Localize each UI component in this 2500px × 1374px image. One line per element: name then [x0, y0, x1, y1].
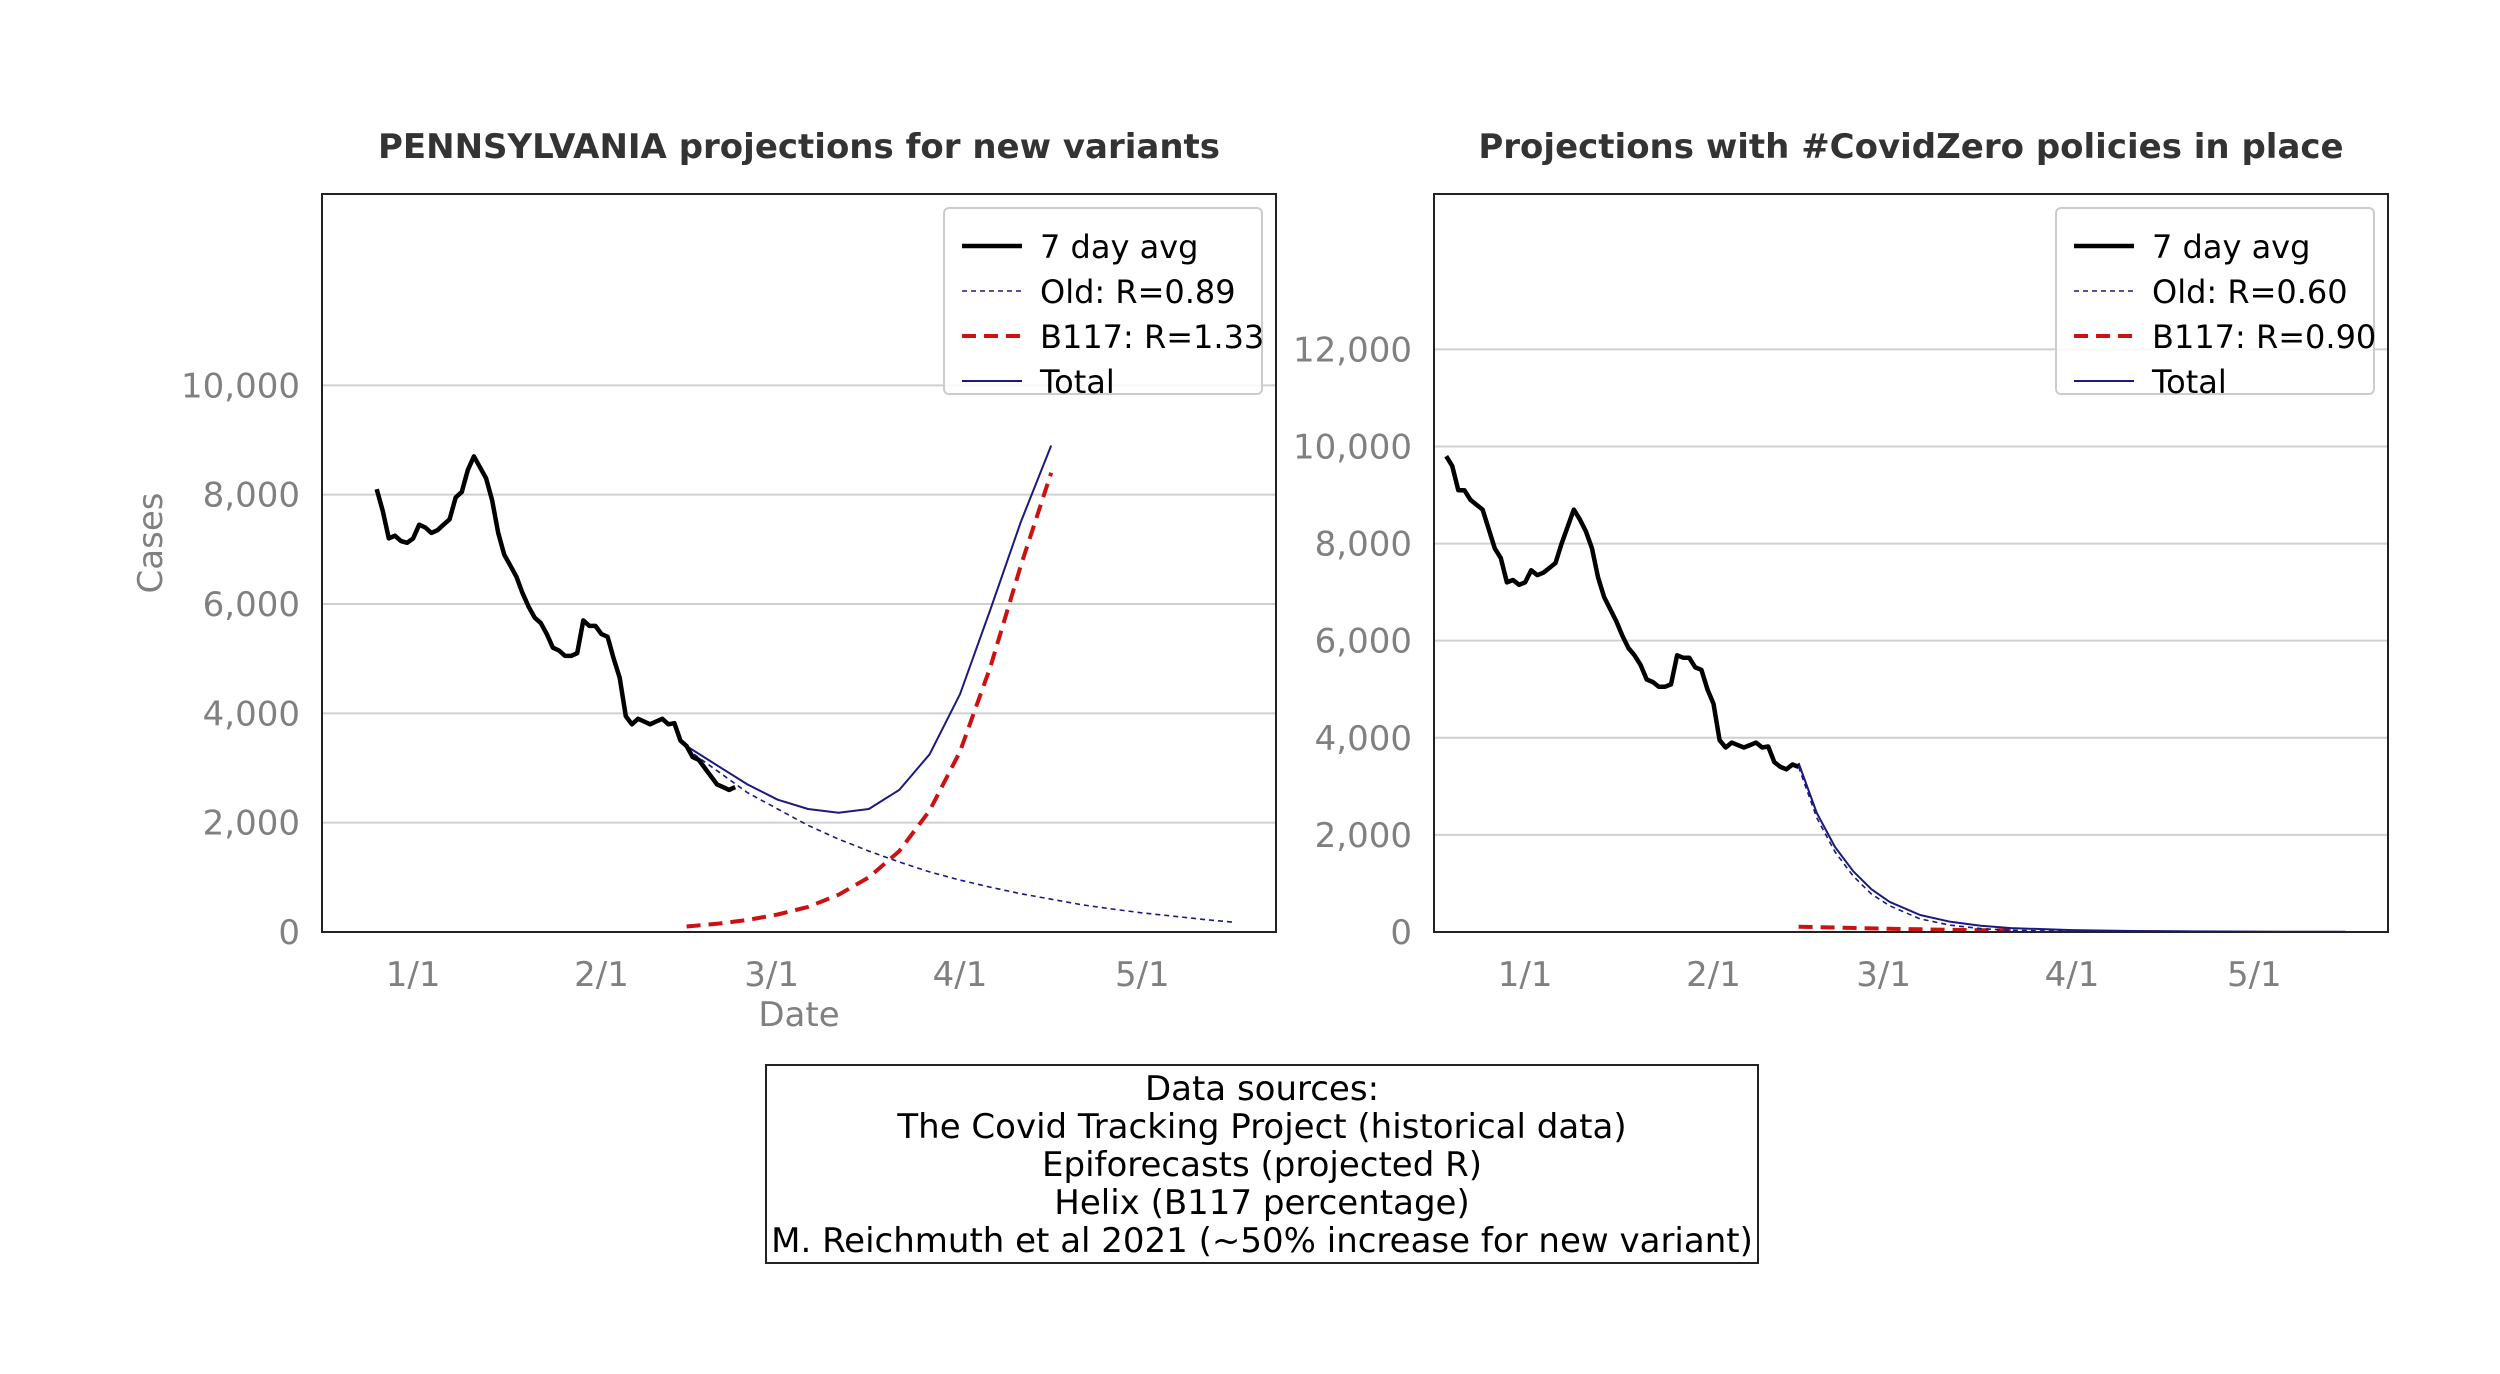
legend-frame: [943, 207, 1263, 395]
x-tick-label: 3/1: [744, 955, 799, 995]
legend-label: 7 day avg: [1040, 228, 1198, 266]
chart-title: PENNSYLVANIA projections for new variant…: [378, 127, 1220, 167]
y-tick-label: 6,000: [203, 585, 300, 625]
chart-panel-1: 0 2,000 4,000 6,000 8,000 10,000 1/1 2/1 3/1 4/1 5…: [131, 127, 1277, 1035]
source-line-2: Epiforecasts (projected R): [1042, 1145, 1482, 1185]
legend: 7 day avg Old: R=0.60 B117: R=0.90 Total: [2055, 207, 2376, 401]
source-line-1: The Covid Tracking Project (historical d…: [897, 1107, 1627, 1147]
legend-label: 7 day avg: [2152, 228, 2310, 266]
legend-label: Old: R=0.89: [1040, 273, 1236, 311]
y-tick-label: 2,000: [203, 804, 300, 844]
y-tick-label: 8,000: [203, 476, 300, 516]
x-tick-label: 1/1: [386, 955, 441, 995]
source-line-3: Helix (B117 percentage): [1054, 1183, 1470, 1223]
x-tick-label: 2/1: [1686, 955, 1741, 995]
legend-frame: [2055, 207, 2375, 395]
series-group: [374, 445, 1234, 929]
y-tick-label: 4,000: [1315, 719, 1412, 759]
axes-frame: [321, 193, 1277, 933]
series-line-old-r-0-60: [1797, 766, 2346, 932]
x-tick-label: 4/1: [933, 955, 988, 995]
y-tick-label: 6,000: [1315, 622, 1412, 662]
x-tick-label: 5/1: [2227, 955, 2282, 995]
x-tick-label: 3/1: [1856, 955, 1911, 995]
series-line-old-r-0-89: [686, 748, 1234, 923]
sources-heading: Data sources:: [1144, 1069, 1380, 1109]
y-tick-label: 0: [278, 913, 300, 953]
source-line-4: M. Reichmuth et al 2021 (~50% increase f…: [771, 1221, 1753, 1261]
legend-label: Old: R=0.60: [2152, 273, 2348, 311]
chart-panel-2: 0 2,000 4,000 6,000 8,000 10,000 12,000 1/1 2/1 3…: [1293, 127, 2389, 995]
legend-label: B117: R=1.33: [1040, 318, 1264, 356]
x-tick-label: 2/1: [574, 955, 629, 995]
y-tick-label: 10,000: [181, 366, 300, 406]
series-line-b117-r-1-33: [686, 472, 1054, 929]
x-axis-label: Date: [758, 995, 839, 1035]
y-tick-label: 0: [1390, 913, 1412, 953]
legend-label: B117: R=0.90: [2152, 318, 2376, 356]
data-sources-box: Data sources: The Covid Tracking Project…: [765, 1064, 1759, 1264]
legend-label: Total: [2151, 363, 2227, 401]
axes-frame: [1433, 193, 2389, 933]
x-tick-label: 5/1: [1115, 955, 1170, 995]
series-line-total: [686, 445, 1053, 814]
chart-title: Projections with #CovidZero policies in …: [1478, 127, 2343, 167]
legend-label: Total: [1039, 363, 1115, 401]
series-line-b117-r-0-90: [1798, 924, 2012, 932]
series-line-7-day-avg: [1444, 455, 1800, 772]
y-tick-label: 10,000: [1293, 427, 1412, 467]
y-tick-label: 4,000: [203, 694, 300, 734]
y-axis-label: Cases: [131, 493, 171, 594]
y-tick-label: 12,000: [1293, 330, 1412, 370]
series-line-total: [1797, 762, 2346, 932]
legend: 7 day avg Old: R=0.89 B117: R=1.33 Total: [943, 207, 1264, 401]
x-tick-label: 4/1: [2045, 955, 2100, 995]
y-tick-label: 2,000: [1315, 816, 1412, 856]
series-group: [1444, 455, 2346, 932]
x-tick-label: 1/1: [1498, 955, 1553, 995]
series-line-7-day-avg: [374, 454, 737, 793]
y-tick-label: 8,000: [1315, 525, 1412, 565]
